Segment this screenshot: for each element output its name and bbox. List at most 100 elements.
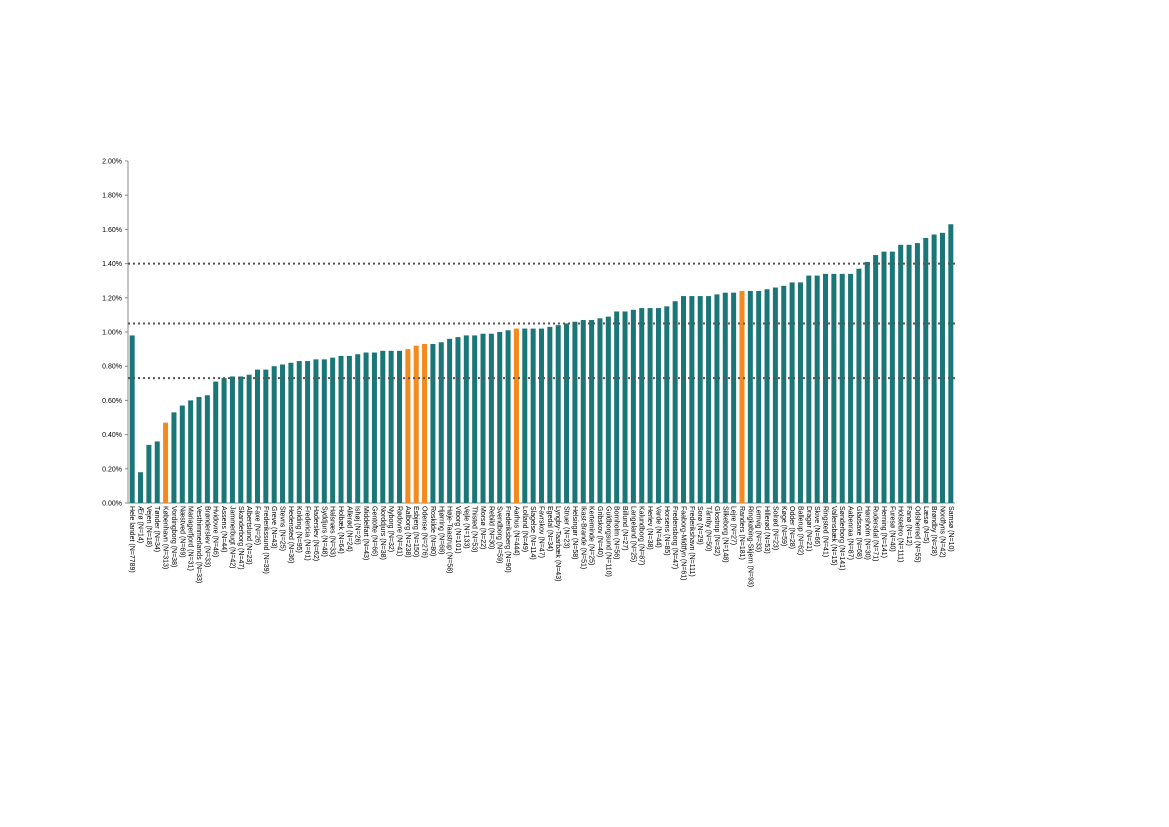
x-tick-label: Hvidovre (N=46): [212, 506, 219, 557]
x-tick-label: Gentofte (N=66): [370, 506, 377, 556]
x-tick-label: Odense (N=276): [421, 506, 428, 558]
x-tick-label: Middelfart (N=43): [362, 506, 369, 560]
bar: [413, 345, 419, 503]
x-tick-label: Tårnby (N=50): [705, 506, 713, 551]
bar: [756, 290, 762, 503]
x-tick-label: Rebild (N=30): [487, 506, 494, 549]
y-tick-label: 1.00%: [102, 330, 122, 337]
x-tick-label: Skanderborg (N=47): [237, 506, 244, 570]
bar: [772, 287, 778, 503]
bar: [605, 316, 611, 503]
x-tick-label: Brønderslev (N=33): [203, 506, 210, 567]
x-tick-label: Tønder (N=34): [153, 506, 160, 552]
bar: [722, 292, 728, 503]
x-tick-label: Faaborg-Midtfyn (N=61): [680, 506, 687, 581]
x-tick-label: Jammerbugt (N=42): [228, 506, 235, 568]
bar: [163, 422, 169, 503]
bar: [864, 261, 870, 503]
x-tick-label: Sønderborg (N=141): [838, 506, 845, 570]
bar: [914, 243, 920, 503]
x-tick-label: Varde (N=44): [654, 506, 661, 548]
bar: [204, 395, 210, 503]
bar: [196, 396, 202, 503]
x-tick-label: Læsø (N=5): [922, 506, 929, 544]
bar: [647, 308, 653, 503]
x-tick-label: Albertslund (N=23): [245, 506, 252, 565]
bar: [371, 352, 377, 503]
bar: [714, 294, 720, 503]
x-tick-label: Lemvig (N=33): [755, 506, 762, 552]
x-tick-label: Vallensbæk (N=15): [830, 506, 837, 566]
x-tick-label: Aabenraa (N=87): [847, 506, 854, 560]
bar: [781, 285, 787, 503]
x-tick-label: Vordingborg (N=38): [170, 506, 177, 567]
bar: [129, 335, 135, 503]
bar: [405, 349, 411, 503]
x-tick-label: Mariagerfjord (N=31): [187, 506, 194, 571]
bar: [555, 325, 561, 503]
x-tick-label: Hørsholm (N=30): [863, 506, 870, 560]
x-tick-label: Viborg (N=101): [454, 506, 461, 554]
bar: [731, 292, 737, 503]
x-tick-label: Lolland (N=49): [521, 506, 528, 552]
bar: [388, 350, 394, 503]
y-tick-label: 1.60%: [102, 227, 122, 234]
x-tick-label: Vejle (N=133): [462, 506, 469, 549]
bar: [789, 282, 795, 503]
bar: [463, 335, 469, 503]
bar: [664, 306, 670, 503]
x-tick-label: Silkeborg (N=148): [721, 506, 728, 563]
bar: [288, 362, 294, 503]
bar: [355, 354, 361, 503]
bar: [931, 234, 937, 503]
x-tick-label: Fredericia (N=61): [304, 506, 311, 561]
bar: [346, 355, 352, 503]
bar: [497, 332, 503, 503]
x-tick-label: Ringsted (N=41): [822, 506, 829, 557]
bar: [681, 296, 687, 503]
bar: [889, 251, 895, 503]
bar: [614, 311, 620, 503]
bar: [171, 412, 177, 503]
bar: [330, 357, 336, 503]
x-tick-label: Høje-Taastrup (N=58): [446, 506, 453, 574]
y-tick-label: 0.40%: [102, 432, 122, 439]
x-tick-label: Bornholm (N=56): [613, 506, 620, 560]
x-tick-label: Aarhus (N=444): [512, 506, 519, 556]
bar: [689, 296, 695, 503]
x-tick-label: Kolding (N=95): [295, 506, 302, 553]
bar: [814, 275, 820, 503]
bar: [229, 376, 235, 503]
x-tick-label: Lejre (N=27): [730, 506, 737, 545]
bar: [338, 355, 344, 503]
bar: [422, 343, 428, 503]
bar: [447, 338, 453, 503]
x-tick-label: Lyngby-Taarbæk (N=43): [554, 506, 561, 581]
bar: [639, 308, 645, 503]
x-tick-label: Herning (N=141): [880, 506, 887, 558]
x-tick-label: Ballerup (N=62): [796, 506, 803, 555]
x-tick-label: Gribskov (N=40): [596, 506, 603, 557]
y-tick-label: 1.20%: [102, 295, 122, 302]
bar: [505, 330, 511, 503]
x-tick-label: Vesthimmerlands (N=33): [195, 506, 202, 583]
x-tick-label: Guldborgsund (N=110): [604, 506, 611, 577]
bar: [597, 318, 603, 503]
bar: [472, 335, 478, 503]
bar: [747, 290, 753, 503]
x-tick-label: Assens (N=44): [220, 506, 227, 553]
x-tick-label: Rudersdal (N=71): [872, 506, 879, 561]
x-tick-label: Favrskov (N=47): [538, 506, 545, 558]
x-tick-label: Helsingør (N=58): [571, 506, 578, 560]
x-tick-label: Allerød (N=24): [345, 506, 352, 552]
bar: [848, 273, 854, 503]
x-tick-label: Fanø (N=12): [905, 506, 912, 546]
bar: [806, 275, 812, 503]
bar: [305, 361, 311, 503]
bar: [764, 289, 770, 503]
bar: [839, 273, 845, 503]
x-tick-label: Stevns (N=25): [279, 506, 286, 551]
bar: [213, 381, 219, 503]
bar: [271, 366, 277, 503]
bar: [522, 328, 528, 503]
